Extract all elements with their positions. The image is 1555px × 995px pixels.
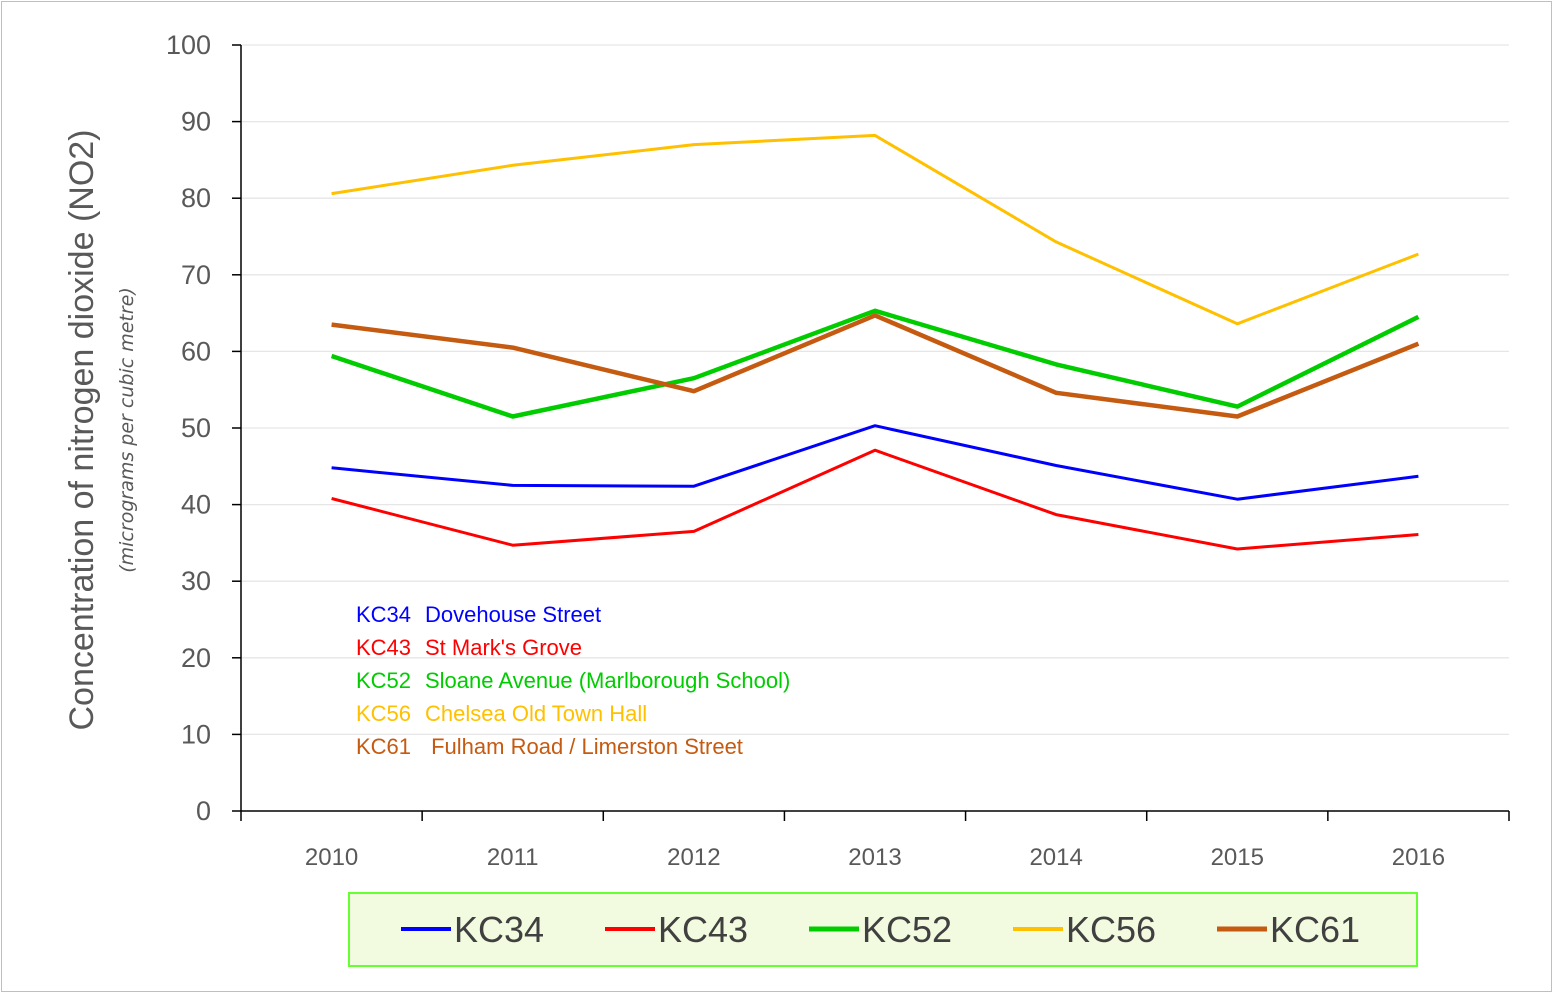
x-tick-label: 2014 (1029, 844, 1082, 871)
y-axis-subtitle: (micrograms per cubic metre) (116, 287, 138, 573)
y-tick-label: 20 (181, 643, 211, 673)
annotation-code: KC56 (356, 701, 411, 726)
series-line-kc52 (330, 308, 1420, 419)
x-tick-label: 2010 (305, 844, 358, 871)
y-tick-label: 90 (181, 107, 211, 137)
annotation-code: KC34 (356, 602, 411, 627)
y-tick-label: 70 (181, 260, 211, 290)
y-tick-label: 10 (181, 719, 211, 749)
gridlines (241, 44, 1509, 736)
y-tick-label: 50 (181, 413, 211, 443)
series-lines (330, 133, 1420, 551)
y-tick-label: 40 (181, 490, 211, 520)
annotation-code: KC61 (356, 734, 411, 759)
y-tick-label: 80 (181, 183, 211, 213)
series-line-kc61 (331, 313, 1420, 419)
y-tick-label: 60 (181, 336, 211, 366)
annotation-station: St Mark's Grove (425, 635, 582, 660)
legend-label: KC52 (862, 909, 952, 950)
legend-label: KC34 (454, 909, 544, 950)
annotation-station: Sloane Avenue (Marlborough School) (425, 668, 790, 693)
y-tick-label: 0 (196, 796, 211, 826)
legend-label: KC61 (1270, 909, 1360, 950)
y-tick-labels: 0 10 20 30 40 50 60 70 80 90 100 (166, 30, 211, 826)
y-axis-title-group: Concentration of nitrogen dioxide (NO2) … (63, 130, 138, 731)
x-tick-label: 2011 (487, 844, 539, 871)
annotation-station: Chelsea Old Town Hall (425, 701, 647, 726)
series-line-kc56 (331, 133, 1419, 326)
annotation-code: KC43 (356, 635, 411, 660)
x-tick-label: 2012 (667, 844, 720, 871)
x-tick-label: 2013 (848, 844, 901, 871)
x-tick-labels: 2010 2011 2012 2013 2014 2015 2016 (305, 844, 1445, 871)
y-tick-label: 100 (166, 30, 211, 60)
legend: KC34 KC43 KC52 KC56 KC61 (348, 892, 1418, 967)
x-tick-label: 2015 (1211, 844, 1264, 871)
y-tick-label: 30 (181, 566, 211, 596)
series-line-kc43 (331, 448, 1419, 551)
legend-label: KC56 (1066, 909, 1156, 950)
axes (232, 44, 1510, 821)
annotation-station: Dovehouse Street (425, 602, 601, 627)
annotation-code: KC52 (356, 668, 411, 693)
station-annotations: KC34 Dovehouse Street KC43 St Mark's Grove K… (356, 602, 790, 759)
x-tick-label: 2016 (1392, 844, 1445, 871)
y-axis-title: Concentration of nitrogen dioxide (NO2) (63, 130, 101, 731)
series-line-kc34 (331, 424, 1419, 501)
legend-label: KC43 (658, 909, 748, 950)
annotation-station: Fulham Road / Limerston Street (425, 734, 743, 759)
